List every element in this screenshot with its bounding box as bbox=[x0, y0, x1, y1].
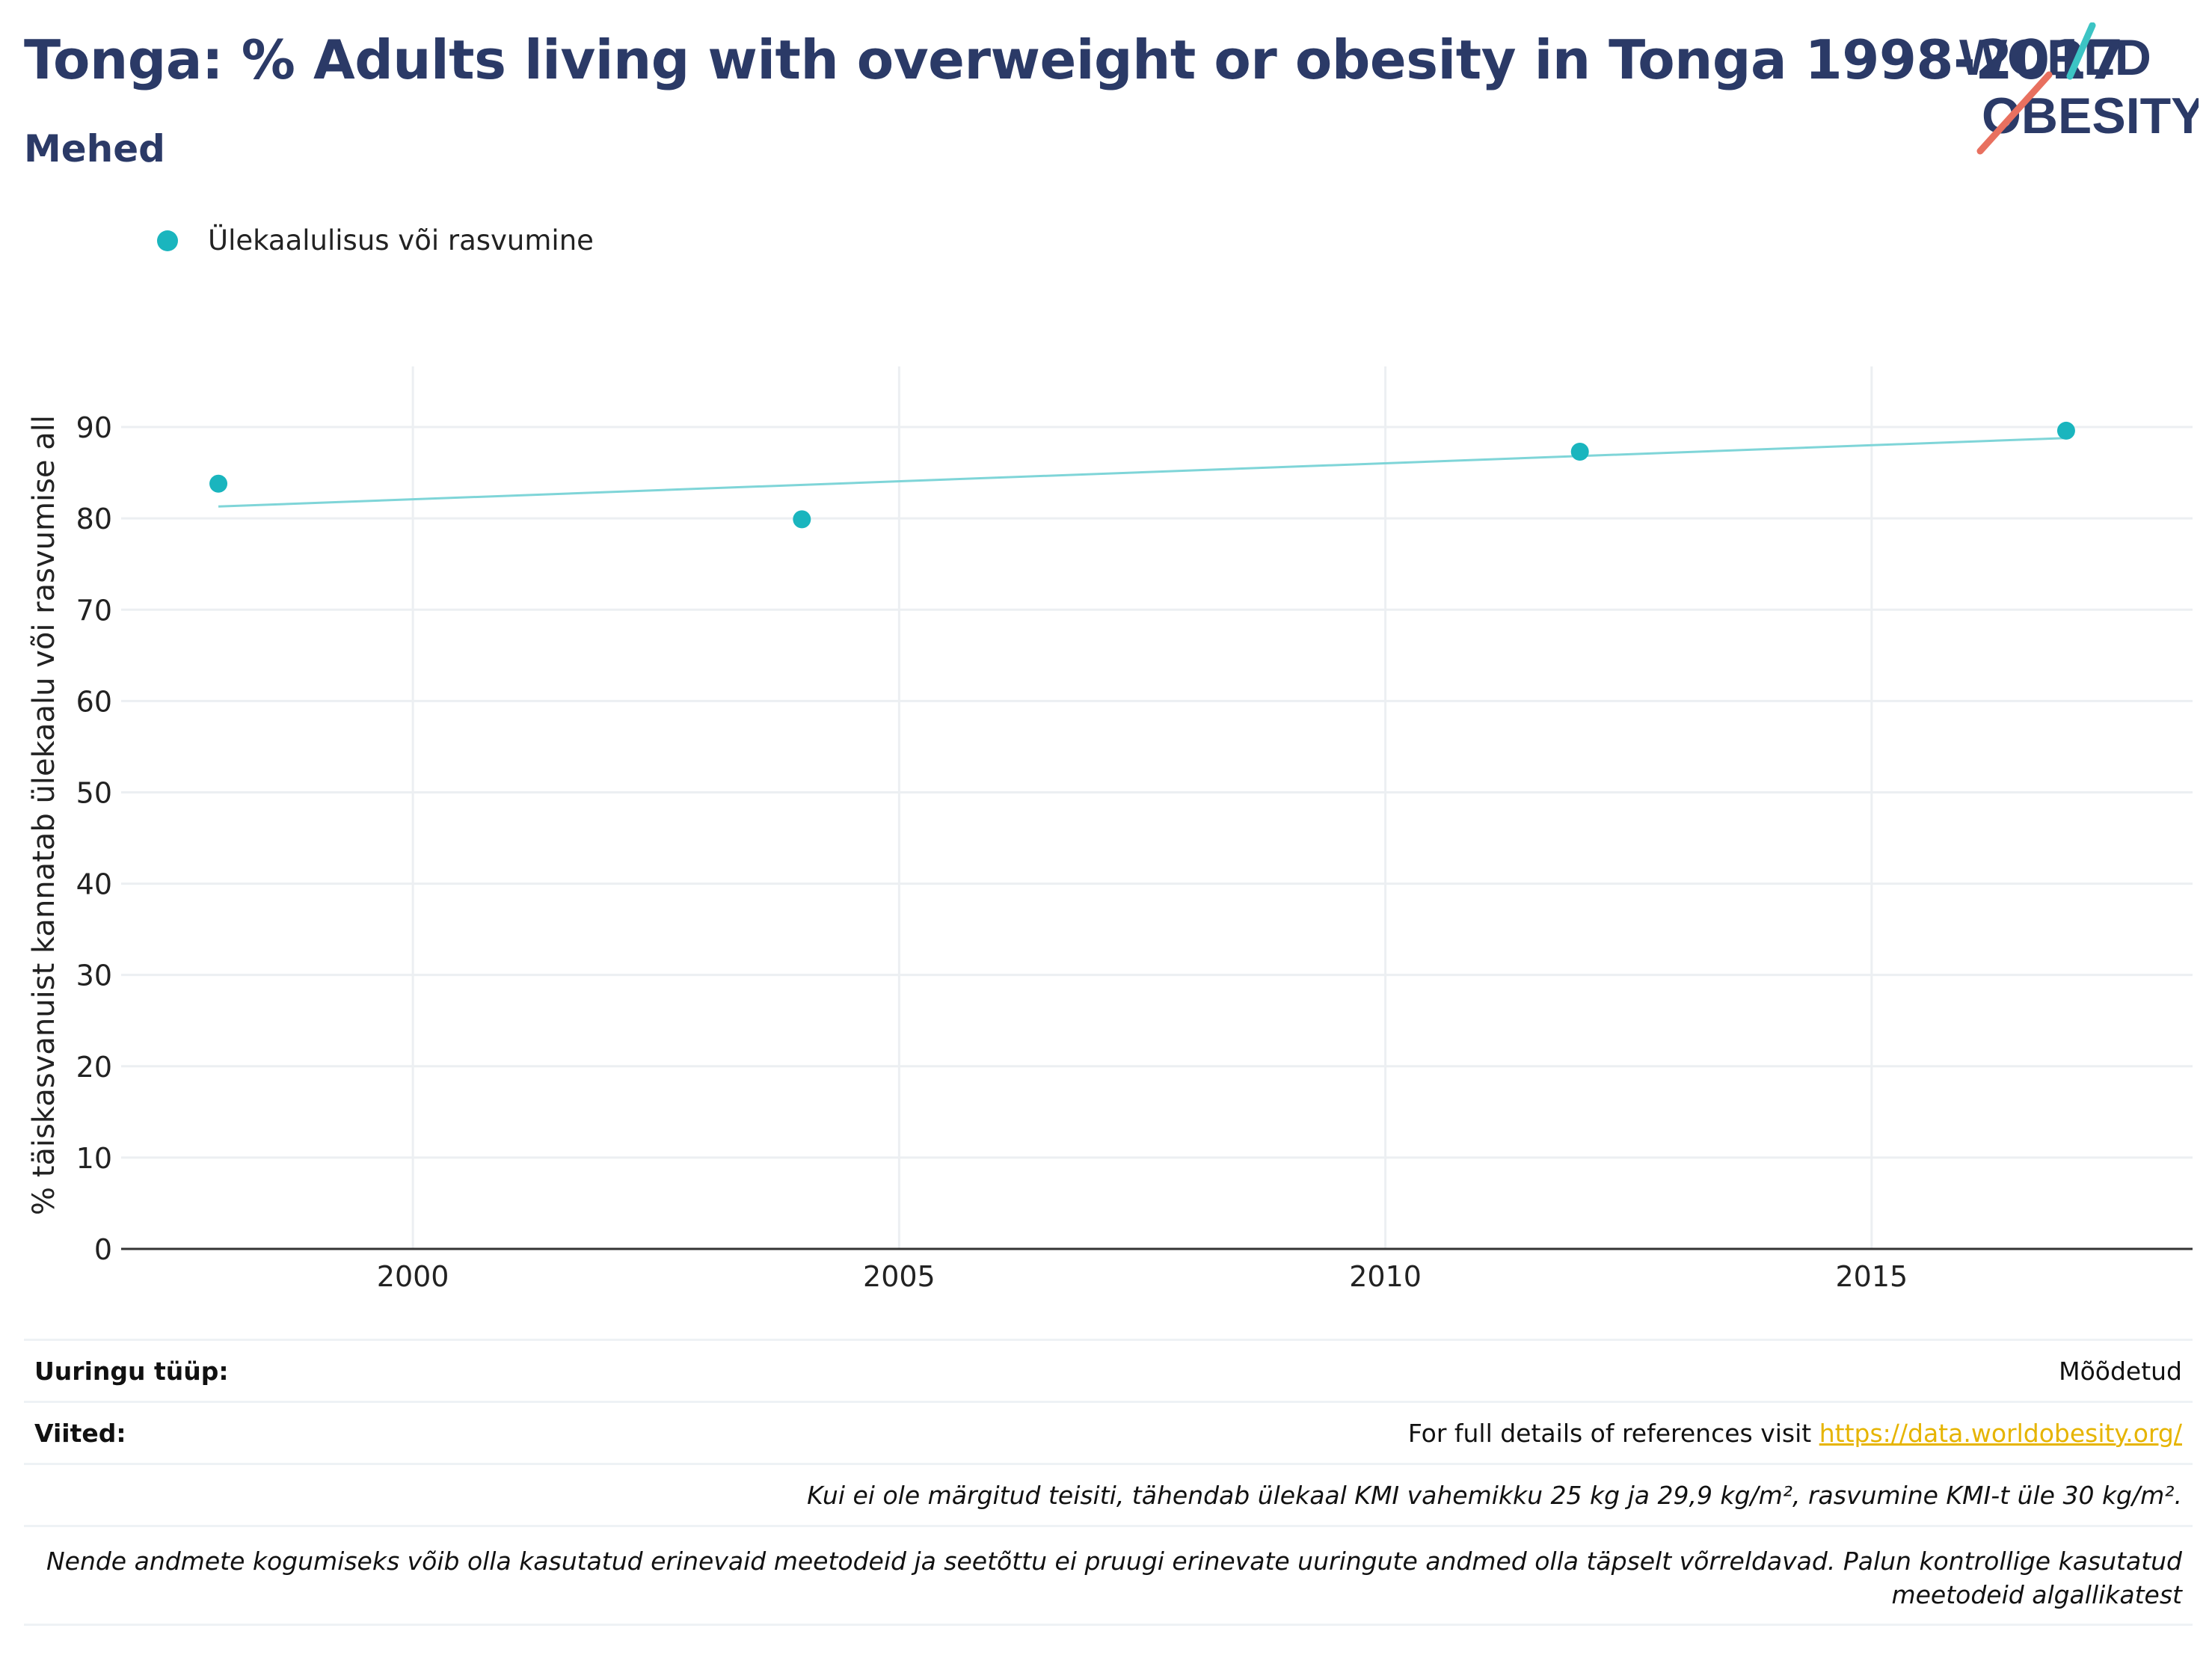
data-point bbox=[209, 474, 228, 493]
x-tick-label: 2010 bbox=[1349, 1260, 1422, 1293]
methods-note-row: Nende andmete kogumiseks võib olla kasut… bbox=[24, 1525, 2193, 1627]
y-axis-label: % täiskasvanuist kannatab ülekaalu või r… bbox=[27, 415, 61, 1215]
logo-line-world: WORLD bbox=[1959, 29, 2151, 86]
legend-marker bbox=[157, 230, 178, 251]
y-tick-label: 50 bbox=[76, 776, 112, 809]
legend-label: Ülekaalulisus või rasvumine bbox=[208, 224, 594, 257]
trend-layer bbox=[218, 437, 2066, 508]
chart-title: Tonga: % Adults living with overweight o… bbox=[24, 28, 2124, 91]
logo-slash-coral bbox=[1976, 71, 2053, 155]
references-text-wrap: For full details of references visit htt… bbox=[1408, 1419, 2182, 1448]
logo-line-obesity: OBESITY bbox=[1982, 87, 2199, 144]
references-text: For full details of references visit bbox=[1407, 1418, 1819, 1448]
y-tick-label: 40 bbox=[76, 868, 112, 901]
survey-type-label: Uuringu tüüp: bbox=[34, 1356, 229, 1386]
scatter-chart: 0 10 20 30 40 50 60 70 80 90 2000 2005 2010 2015 % tä… bbox=[27, 366, 2193, 1293]
y-tick-label: 20 bbox=[76, 1051, 112, 1084]
data-point bbox=[793, 510, 811, 529]
definition-note: Kui ei ole märgitud teisiti, tähendab ül… bbox=[807, 1480, 2182, 1510]
axis-layer: 0 10 20 30 40 50 60 70 80 90 2000 2005 2010 2015 bbox=[76, 411, 2193, 1293]
survey-type-row: Uuringu tüüp: Mõõdetud bbox=[24, 1339, 2193, 1401]
y-tick-label: 10 bbox=[76, 1142, 112, 1175]
y-tick-label: 90 bbox=[76, 411, 112, 444]
x-tick-label: 2005 bbox=[863, 1260, 936, 1293]
grid-layer bbox=[121, 366, 2193, 1249]
data-point bbox=[2056, 421, 2075, 440]
references-label: Viited: bbox=[34, 1418, 126, 1448]
y-tick-label: 80 bbox=[76, 503, 112, 535]
data-point bbox=[1570, 443, 1589, 461]
world-obesity-logo: WORLD OBESITY bbox=[1959, 22, 2199, 155]
footer-table: Uuringu tüüp: Mõõdetud Viited: For full … bbox=[24, 1339, 2193, 1627]
methods-note: Nende andmete kogumiseks võib olla kasut… bbox=[46, 1547, 2182, 1609]
references-row: Viited: For full details of references v… bbox=[24, 1401, 2193, 1463]
logo-slash-teal bbox=[2066, 22, 2096, 80]
point-layer bbox=[209, 421, 2075, 529]
y-tick-label: 60 bbox=[76, 685, 112, 718]
y-tick-label: 70 bbox=[76, 594, 112, 627]
references-link[interactable]: https://data.worldobesity.org/ bbox=[1819, 1418, 2182, 1448]
x-tick-label: 2015 bbox=[1835, 1260, 1908, 1293]
trend-line bbox=[218, 437, 2066, 508]
x-tick-label: 2000 bbox=[377, 1260, 449, 1293]
legend: Ülekaalulisus või rasvumine bbox=[157, 224, 594, 257]
y-tick-label: 0 bbox=[94, 1233, 112, 1266]
chart-subtitle: Mehed bbox=[24, 127, 165, 171]
y-tick-label: 30 bbox=[76, 959, 112, 992]
definition-note-row: Kui ei ole märgitud teisiti, tähendab ül… bbox=[24, 1463, 2193, 1525]
survey-type-value: Mõõdetud bbox=[2059, 1356, 2182, 1386]
